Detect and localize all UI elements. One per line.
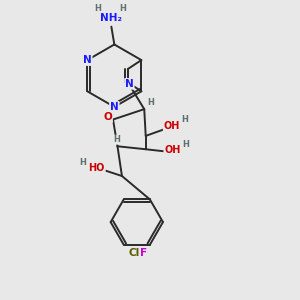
Text: Cl: Cl [128,248,140,258]
Text: H: H [94,4,101,13]
Text: N: N [110,102,119,112]
Text: F: F [140,248,147,258]
Text: OH: OH [164,145,181,155]
Text: OH: OH [164,121,180,131]
Text: H: H [147,98,154,107]
Text: O: O [103,112,112,122]
Text: H: H [119,4,126,13]
Text: N: N [125,79,134,89]
Text: HO: HO [88,163,105,173]
Text: N: N [83,55,92,65]
Text: NH₂: NH₂ [100,13,122,23]
Text: H: H [79,158,86,167]
Text: H: H [182,115,188,124]
Text: H: H [113,135,120,144]
Text: H: H [182,140,189,149]
